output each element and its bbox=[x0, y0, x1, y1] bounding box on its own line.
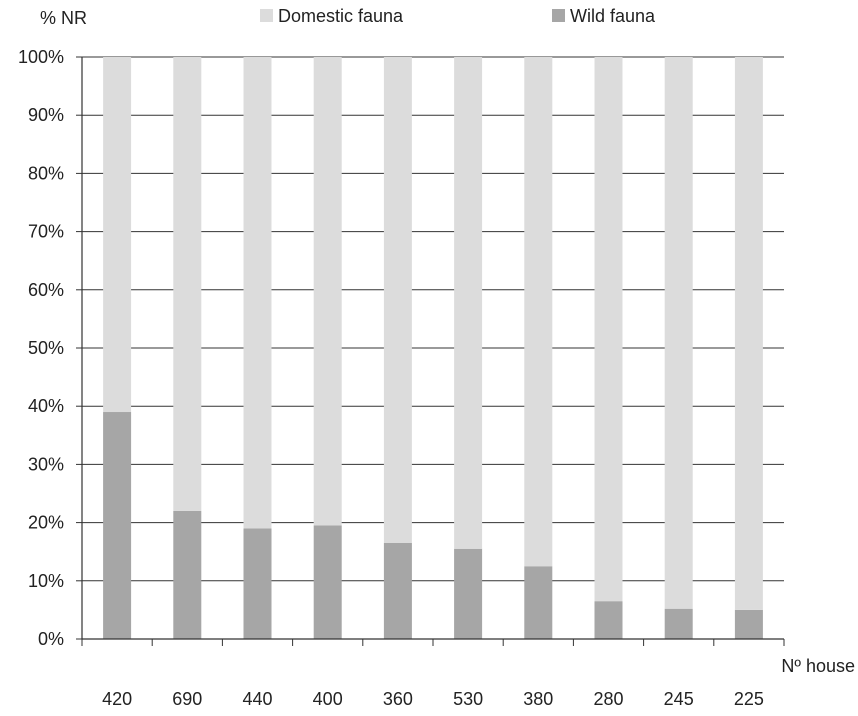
bar-wild-fauna-400 bbox=[313, 525, 342, 639]
legend-swatch-wild bbox=[552, 9, 565, 22]
legend: Domestic fauna Wild fauna bbox=[260, 6, 656, 26]
y-tick-label: 10% bbox=[28, 571, 64, 591]
bar-domestic-fauna-360 bbox=[383, 57, 412, 543]
x-tick-label: 225 bbox=[734, 689, 764, 709]
y-tick-label: 40% bbox=[28, 396, 64, 416]
y-tick-label: 30% bbox=[28, 454, 64, 474]
y-tick-label: 100% bbox=[18, 47, 64, 67]
x-tick-label: 440 bbox=[242, 689, 272, 709]
y-tick-label: 50% bbox=[28, 338, 64, 358]
bar-domestic-fauna-440 bbox=[243, 57, 272, 529]
x-axis-title: Nº house bbox=[781, 656, 855, 676]
bar-wild-fauna-420 bbox=[103, 412, 132, 639]
bars bbox=[103, 57, 763, 639]
bar-domestic-fauna-530 bbox=[454, 57, 483, 549]
x-tick-label: 530 bbox=[453, 689, 483, 709]
bar-wild-fauna-530 bbox=[454, 548, 483, 639]
bar-wild-fauna-280 bbox=[594, 601, 623, 639]
bar-wild-fauna-380 bbox=[524, 566, 553, 639]
bar-wild-fauna-440 bbox=[243, 528, 272, 639]
x-tick-label: 380 bbox=[523, 689, 553, 709]
bar-wild-fauna-245 bbox=[664, 608, 693, 639]
legend-label-domestic: Domestic fauna bbox=[278, 6, 404, 26]
x-tick-label: 280 bbox=[593, 689, 623, 709]
x-tick-label: 360 bbox=[383, 689, 413, 709]
y-tick-label: 90% bbox=[28, 105, 64, 125]
y-tick-label: 0% bbox=[38, 629, 64, 649]
bar-wild-fauna-690 bbox=[173, 510, 202, 639]
bar-domestic-fauna-380 bbox=[524, 57, 553, 567]
bar-domestic-fauna-225 bbox=[734, 57, 763, 610]
legend-swatch-domestic bbox=[260, 9, 273, 22]
legend-label-wild: Wild fauna bbox=[570, 6, 656, 26]
y-tick-label: 20% bbox=[28, 513, 64, 533]
bar-wild-fauna-360 bbox=[383, 542, 412, 639]
bar-domestic-fauna-690 bbox=[173, 57, 202, 511]
x-tick-labels: 420 690 440 400 360 530 380 280 245 225 bbox=[102, 689, 764, 709]
bar-domestic-fauna-245 bbox=[664, 57, 693, 609]
x-tick-label: 420 bbox=[102, 689, 132, 709]
x-tick-label: 400 bbox=[313, 689, 343, 709]
y-tick-label: 60% bbox=[28, 280, 64, 300]
bar-domestic-fauna-400 bbox=[313, 57, 342, 526]
bar-domestic-fauna-420 bbox=[103, 57, 132, 413]
bar-domestic-fauna-280 bbox=[594, 57, 623, 602]
axes bbox=[81, 57, 784, 640]
y-tick-label: 70% bbox=[28, 222, 64, 242]
x-tick-label: 690 bbox=[172, 689, 202, 709]
y-tick-labels: 0% 10% 20% 30% 40% 50% 60% 70% 80% 90% 100% bbox=[18, 47, 64, 649]
y-tick-label: 80% bbox=[28, 163, 64, 183]
bar-wild-fauna-225 bbox=[734, 609, 763, 639]
x-tick-label: 245 bbox=[664, 689, 694, 709]
y-axis-title: % NR bbox=[40, 8, 87, 28]
